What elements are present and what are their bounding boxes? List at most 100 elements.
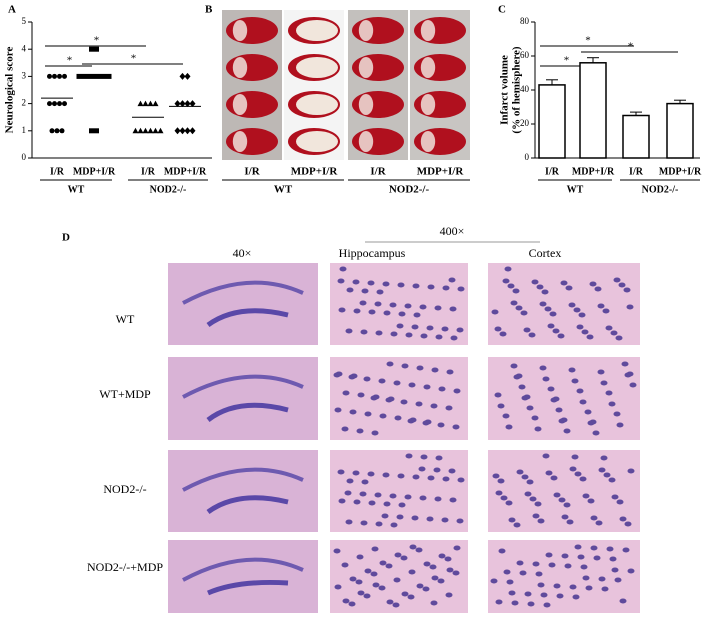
nucleus: [352, 279, 360, 285]
point: [49, 128, 55, 134]
nucleus: [619, 516, 627, 522]
nucleus: [526, 405, 534, 411]
y-tick-label: 0: [22, 152, 27, 162]
point: [57, 73, 62, 79]
nucleus: [361, 479, 369, 485]
nucleus: [550, 397, 558, 403]
nucleus: [597, 303, 605, 309]
nucleus: [495, 599, 503, 605]
point: [184, 100, 191, 108]
nucleus: [382, 472, 390, 478]
nucleus: [555, 407, 563, 413]
nucleus: [564, 563, 572, 569]
nucleus: [569, 466, 577, 472]
nucleus: [544, 306, 552, 312]
nucleus: [601, 586, 609, 592]
category-label: MDP+I/R: [417, 166, 465, 178]
nucleus: [363, 376, 371, 382]
brain-slice-pale: [232, 57, 248, 78]
nucleus: [442, 285, 450, 291]
nucleus: [381, 513, 389, 519]
nucleus: [352, 470, 360, 476]
brain-slice-pale: [296, 20, 338, 41]
nucleus: [407, 418, 415, 424]
nucleus: [609, 556, 617, 562]
nucleus: [542, 376, 550, 382]
nucleus: [615, 335, 623, 341]
nucleus: [368, 309, 376, 315]
point: [52, 101, 57, 107]
y-tick-label: 40: [520, 84, 530, 94]
nucleus: [438, 553, 446, 559]
nucleus: [413, 312, 421, 318]
nucleus: [492, 473, 500, 479]
nucleus: [537, 582, 545, 588]
nucleus: [368, 500, 376, 506]
nucleus: [500, 495, 508, 501]
nucleus: [590, 515, 598, 521]
nucleus: [523, 327, 531, 333]
nucleus: [579, 476, 587, 482]
nucleus: [446, 567, 454, 573]
nucleus: [397, 473, 405, 479]
nucleus: [565, 285, 573, 291]
brain-slice-pale: [420, 57, 436, 78]
nucleus: [503, 569, 511, 575]
nucleus: [411, 324, 419, 330]
nucleus: [450, 335, 458, 341]
nucleus: [431, 367, 439, 373]
nucleus: [574, 471, 582, 477]
nucleus: [398, 502, 406, 508]
nucleus: [608, 401, 616, 407]
nucleus: [357, 392, 365, 398]
nucleus: [430, 600, 438, 606]
panel-label: B: [205, 4, 213, 16]
nucleus: [444, 556, 452, 562]
nucleus: [342, 390, 350, 396]
nucleus: [416, 365, 424, 371]
nucleus: [511, 600, 519, 606]
nucleus: [446, 369, 454, 375]
nucleus: [341, 562, 349, 568]
nucleus: [356, 428, 364, 434]
nucleus: [397, 282, 405, 288]
nucleus: [396, 323, 404, 329]
brain-slice-pale: [420, 94, 436, 115]
nucleus: [383, 310, 391, 316]
micrograph: [168, 357, 318, 440]
nucleus: [378, 378, 386, 384]
nucleus: [608, 477, 616, 483]
nucleus: [610, 330, 618, 336]
nucleus: [579, 399, 587, 405]
significance-label: *: [564, 55, 570, 67]
nucleus: [411, 515, 419, 521]
nucleus: [412, 474, 420, 480]
nucleus: [412, 283, 420, 289]
nucleus: [448, 468, 456, 474]
nucleus: [598, 576, 606, 582]
nucleus: [550, 475, 558, 481]
tissue-band: [206, 308, 289, 328]
column-header: Hippocampus: [339, 246, 406, 260]
nucleus: [623, 287, 631, 293]
nucleus: [490, 578, 498, 584]
nucleus: [524, 491, 532, 497]
nucleus: [553, 492, 561, 498]
micrograph: [488, 357, 640, 440]
nucleus: [404, 303, 412, 309]
category-label: MDP+I/R: [572, 166, 615, 177]
nucleus: [521, 395, 529, 401]
nucleus: [491, 309, 499, 315]
nucleus: [396, 514, 404, 520]
nucleus: [528, 332, 536, 338]
nucleus: [516, 560, 524, 566]
nucleus: [441, 326, 449, 332]
nucleus: [622, 547, 630, 553]
nucleus: [382, 281, 390, 287]
nucleus: [611, 494, 619, 500]
nucleus: [600, 380, 608, 386]
nucleus: [549, 311, 557, 317]
nucleus: [404, 494, 412, 500]
nucleus: [334, 584, 342, 590]
brain-slice-pale: [296, 131, 338, 152]
